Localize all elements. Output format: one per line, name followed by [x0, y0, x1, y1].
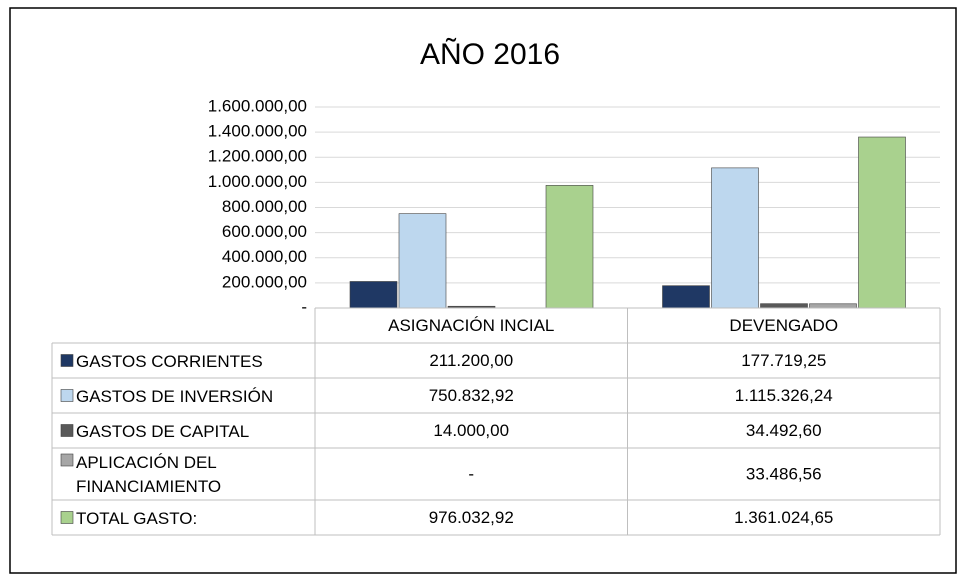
- data-label: 33.486,56: [746, 464, 822, 483]
- legend-label-box: GASTOS CORRIENTES: [76, 351, 263, 371]
- bar: [760, 303, 808, 309]
- legend-label: APLICACIÓN DEL FINANCIAMIENTO: [76, 453, 222, 496]
- legend-key: [60, 511, 74, 524]
- y-tick-label: 200.000,00: [222, 272, 307, 291]
- bar: [349, 281, 398, 309]
- legend-label: TOTAL GASTO:: [76, 508, 198, 528]
- legend-label-box: GASTOS DE INVERSIÓN: [76, 386, 274, 406]
- bar: [398, 213, 447, 309]
- chart-frame: [9, 7, 957, 574]
- data-label: 14.000,00: [433, 421, 509, 440]
- x-tick-label: DEVENGADO: [729, 316, 838, 335]
- y-tick-label: 600.000,00: [222, 222, 307, 241]
- data-label: 976.032,92: [429, 508, 514, 527]
- data-label: -: [468, 464, 474, 483]
- y-tick-label: 1.000.000,00: [208, 172, 307, 191]
- bar: [662, 285, 710, 309]
- bar: [809, 303, 857, 309]
- data-label: 34.492,60: [746, 421, 822, 440]
- data-label: 177.719,25: [741, 351, 826, 370]
- y-tick-label: 1.400.000,00: [208, 122, 307, 141]
- legend-label-box: GASTOS DE CAPITAL: [76, 421, 250, 441]
- legend-key: [60, 453, 74, 467]
- legend-label: GASTOS DE INVERSIÓN: [76, 386, 274, 406]
- legend-key: [60, 389, 74, 402]
- y-tick-label: 1.600.000,00: [208, 96, 307, 115]
- data-label: 1.115.326,24: [735, 386, 833, 405]
- legend-label-box: TOTAL GASTO:: [76, 508, 198, 528]
- data-label: 750.832,92: [429, 386, 514, 405]
- bar: [711, 167, 759, 309]
- y-tick-label: -: [301, 297, 307, 316]
- x-tick-label: ASIGNACIÓN INCIAL: [388, 316, 554, 335]
- bar: [545, 185, 594, 309]
- legend-key: [60, 424, 74, 437]
- legend-key: [60, 354, 74, 367]
- data-label: 1.361.024,65: [734, 508, 833, 527]
- legend-label-box: APLICACIÓN DEL FINANCIAMIENTO: [76, 453, 222, 496]
- y-tick-label: 400.000,00: [222, 247, 307, 266]
- legend-label: GASTOS CORRIENTES: [76, 351, 263, 371]
- data-label: 211.200,00: [429, 351, 513, 370]
- chart-title: AÑO 2016: [420, 37, 560, 71]
- bar: [858, 136, 906, 309]
- y-tick-label: 1.200.000,00: [208, 147, 307, 166]
- y-tick-label: 800.000,00: [222, 197, 307, 216]
- legend-label: GASTOS DE CAPITAL: [76, 421, 250, 441]
